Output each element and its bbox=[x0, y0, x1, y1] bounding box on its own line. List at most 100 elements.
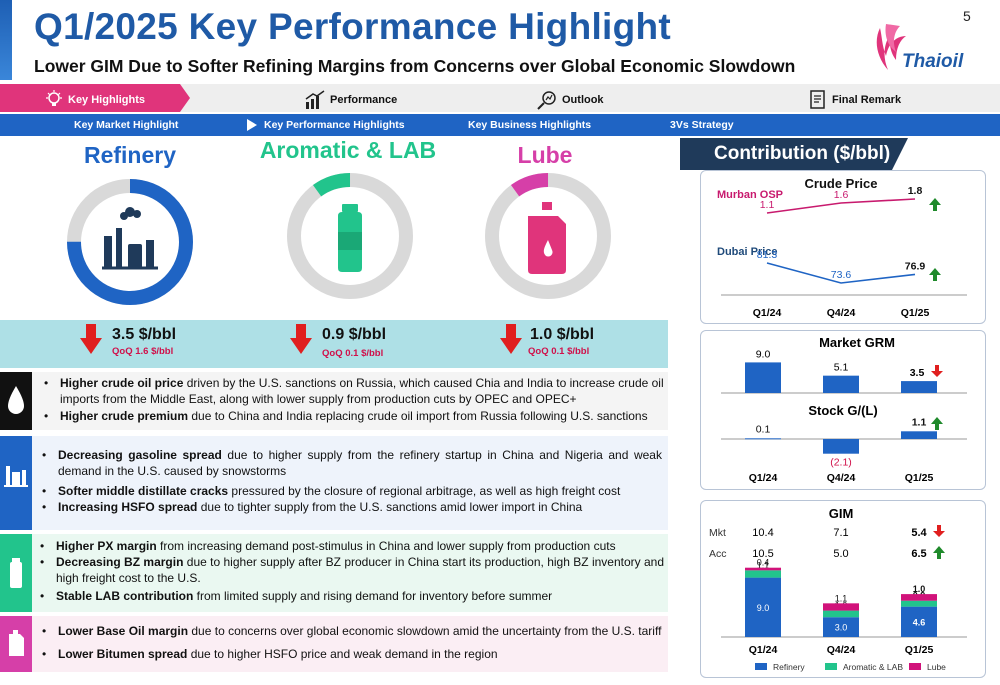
tab-label: Outlook bbox=[562, 94, 604, 106]
gim-row-label: Acc bbox=[709, 548, 727, 560]
lube-share-ring bbox=[485, 173, 611, 299]
market-grm-title: Market GRM bbox=[819, 335, 895, 350]
gim-acc-value: 10.5 bbox=[752, 548, 773, 560]
aromatic-qoq: QoQ 0.1 $/bbl bbox=[322, 348, 384, 359]
stock-gl-title: Stock G/(L) bbox=[808, 403, 877, 418]
tab-key-highlights[interactable]: Key Highlights bbox=[44, 90, 145, 110]
gim-bar-segment bbox=[823, 603, 859, 611]
legend-label: Lube bbox=[927, 662, 946, 672]
grm-bar bbox=[823, 375, 859, 393]
aromatic-share-ring bbox=[287, 173, 413, 299]
dubai-series-label: Dubai Price bbox=[717, 246, 778, 258]
crude-data-label: 1.1 bbox=[760, 199, 775, 211]
lube-bullets-section: • Lower Base Oil margin due to concerns o… bbox=[0, 616, 668, 672]
tab-label: Final Remark bbox=[832, 94, 902, 106]
gim-panel: GIM Mkt Acc 10.4 7.1 5.4 10.5 5.0 6.5 9.… bbox=[700, 500, 986, 678]
stock-bar bbox=[823, 439, 859, 454]
subtab-key-market-highlight[interactable]: Key Market Highlight bbox=[74, 119, 179, 131]
crude-drop-side-panel bbox=[0, 372, 32, 430]
crude-data-label: 1.8 bbox=[908, 185, 923, 197]
aromatic-bullet-1: • Higher PX margin from increasing demand… bbox=[40, 539, 616, 553]
grm-data-label: 9.0 bbox=[756, 348, 771, 360]
murban-series-label: Murban OSP bbox=[717, 189, 783, 201]
gim-data-label: 0.4 bbox=[757, 558, 770, 568]
category-values-band bbox=[0, 320, 668, 368]
gim-mkt-value: 5.4 bbox=[911, 527, 927, 539]
aromatic-side-panel bbox=[0, 534, 32, 612]
logo-flame-icon bbox=[876, 24, 906, 70]
lube-qoq: QoQ 0.1 $/bbl bbox=[528, 346, 590, 357]
tab-label: Performance bbox=[330, 94, 398, 106]
tab-performance[interactable]: Performance bbox=[304, 90, 397, 110]
gim-bar-segment bbox=[823, 610, 859, 618]
bottle-icon bbox=[338, 204, 362, 272]
up-arrow-icon bbox=[933, 546, 945, 559]
tab-final-remark[interactable]: Final Remark bbox=[808, 90, 901, 110]
crude-x-tick: Q1/24 bbox=[753, 307, 782, 319]
gim-data-label: 1.1 bbox=[757, 560, 770, 570]
lube-bullet-2: • Lower Bitumen spread due to higher HSFO… bbox=[42, 647, 498, 661]
crude-data-label: 81.3 bbox=[757, 249, 778, 261]
page-subtitle: Lower GIM Due to Softer Refining Margins… bbox=[34, 56, 796, 76]
crude-x-tick: Q1/25 bbox=[901, 307, 930, 319]
gim-chart: GIM Mkt Acc 10.4 7.1 5.4 10.5 5.0 6.5 9.… bbox=[709, 506, 967, 672]
grm-stock-chart: Market GRM Stock G/(L) 9.0 5.1 3.5 0.1 (2.1… bbox=[721, 335, 967, 484]
gim-legend: Refinery Aromatic & LAB Lube bbox=[755, 662, 946, 672]
nav-active-indicator bbox=[0, 84, 190, 112]
tab-outlook[interactable]: Outlook bbox=[536, 90, 604, 110]
refinery-side-panel bbox=[0, 436, 32, 530]
category-title-lube: Lube bbox=[517, 142, 573, 168]
crude-bullet-1: • Higher crude oil price driven by the U.… bbox=[44, 376, 664, 406]
gim-acc-value: 6.5 bbox=[911, 548, 926, 560]
lightbulb-icon bbox=[46, 90, 62, 106]
aromatic-bullet-2: • Decreasing BZ margin due to higher supp… bbox=[40, 555, 665, 585]
gim-mkt-value: 7.1 bbox=[833, 527, 848, 539]
gim-data-label: 1.0 bbox=[913, 584, 926, 594]
aromatic-value: 0.9 $/bbl bbox=[322, 326, 387, 343]
refinery-bullet-3: • Increasing HSFO spread due to tighter s… bbox=[42, 500, 583, 514]
gim-row-label: Mkt bbox=[709, 527, 726, 539]
gim-mkt-value: 10.4 bbox=[752, 527, 773, 539]
gim-bar-segment bbox=[745, 567, 781, 571]
grm-bar bbox=[901, 381, 937, 393]
gim-bar-segment bbox=[901, 606, 937, 637]
gim-data-label: 3.0 bbox=[835, 623, 848, 633]
refinery-share-ring bbox=[67, 179, 193, 305]
refinery-qoq: QoQ 1.6 $/bbl bbox=[112, 346, 174, 357]
subtab-key-business-highlights[interactable]: Key Business Highlights bbox=[468, 119, 592, 131]
crude-x-tick: Q4/24 bbox=[827, 307, 856, 319]
crude-chart-title: Crude Price bbox=[805, 176, 878, 191]
page-number: 5 bbox=[963, 8, 971, 24]
refinery-small-icon bbox=[4, 466, 28, 487]
legend-swatch-refinery bbox=[755, 663, 767, 670]
aromatic-bullets-section: • Higher PX margin from increasing demand… bbox=[0, 534, 668, 612]
lube-side-panel bbox=[0, 616, 32, 672]
grm-bar bbox=[745, 362, 781, 393]
grm-data-label: 3.5 bbox=[910, 367, 925, 379]
up-arrow-icon bbox=[931, 417, 943, 430]
down-arrow-icon bbox=[500, 324, 522, 354]
crude-price-chart: Crude Price Murban OSP Dubai Price 1.1 1.… bbox=[717, 176, 967, 319]
lube-bullet-1: • Lower Base Oil margin due to concerns o… bbox=[42, 624, 662, 638]
gim-bar-segment bbox=[901, 600, 937, 607]
subtab-key-performance-highlights[interactable]: Key Performance Highlights bbox=[264, 119, 405, 131]
gim-x-tick: Q4/24 bbox=[827, 644, 856, 656]
header-accent-strip bbox=[0, 0, 12, 80]
refinery-icon bbox=[102, 207, 158, 270]
thaioil-logo: Thaioil bbox=[866, 20, 984, 80]
grm-data-label: 5.1 bbox=[834, 362, 849, 374]
bottle-small-icon bbox=[10, 558, 22, 588]
gim-x-tick: Q1/25 bbox=[905, 644, 934, 656]
refinery-bullets-section: • Decreasing gasoline spread due to highe… bbox=[0, 436, 668, 530]
grm-x-tick: Q1/24 bbox=[749, 472, 778, 484]
stock-data-label: 0.1 bbox=[756, 423, 771, 435]
up-arrow-icon bbox=[929, 268, 941, 281]
oil-drop-icon bbox=[8, 386, 24, 414]
gim-bar-segment bbox=[745, 570, 781, 578]
subtab-3vs-strategy[interactable]: 3Vs Strategy bbox=[670, 119, 734, 131]
crude-price-panel: Crude Price Murban OSP Dubai Price 1.1 1.… bbox=[700, 170, 986, 324]
crude-bullet-2: • Higher crude premium due to China and I… bbox=[44, 409, 648, 423]
crude-series-line bbox=[766, 198, 916, 214]
gim-data-label: 1.1 bbox=[835, 593, 848, 603]
down-arrow-icon bbox=[80, 324, 102, 354]
